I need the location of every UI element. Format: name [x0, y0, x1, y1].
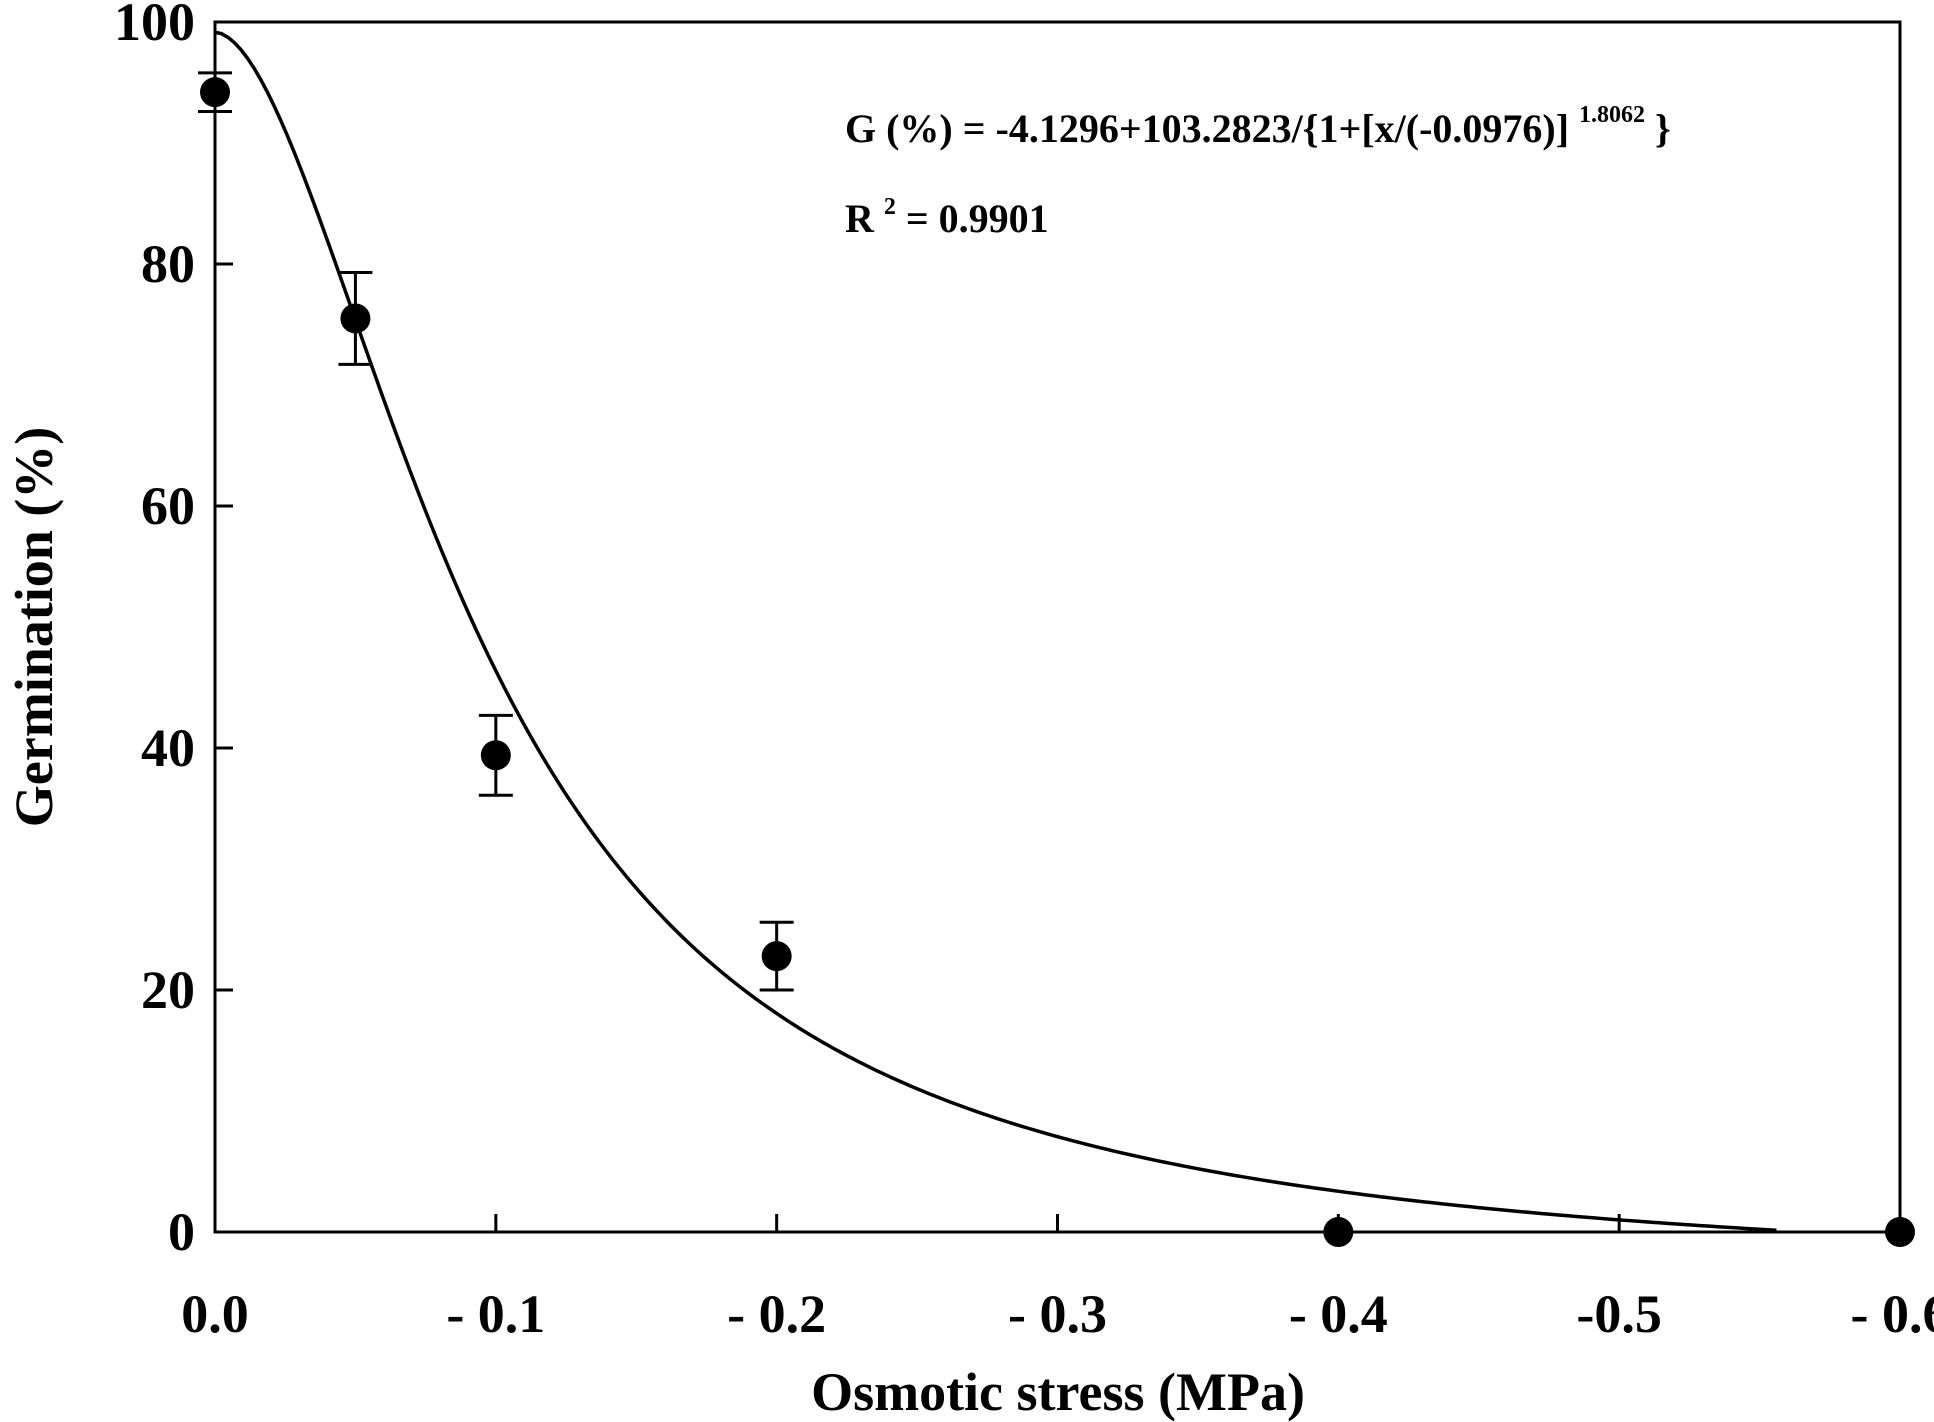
fit-equation-exponent: 1.8062 — [1579, 102, 1645, 128]
fitted-curve — [214, 30, 1777, 1232]
y-tick-label: 20 — [141, 960, 195, 1020]
x-axis-ticks: 0.0 - 0.1 - 0.2 - 0.3 - 0.4 -0.5 - 0.6 — [181, 1214, 1934, 1344]
data-point — [761, 941, 792, 972]
fit-equation-close: } — [1655, 106, 1671, 151]
y-tick-label: 60 — [141, 476, 195, 536]
r-squared: R 2 = 0.9901 — [845, 178, 1049, 241]
data-point — [340, 303, 371, 334]
y-axis-ticks: 0 20 40 60 80 100 — [114, 0, 233, 1262]
x-tick-label: - 0.6 — [1851, 1284, 1934, 1344]
fitted-curve-group — [214, 30, 1777, 1232]
r-squared-value: = 0.9901 — [906, 196, 1049, 241]
error-bars — [198, 71, 794, 992]
y-tick-label: 80 — [141, 234, 195, 294]
r-squared-sup: 2 — [884, 194, 896, 220]
y-tick-label: 100 — [114, 0, 195, 52]
y-tick-label: 0 — [168, 1202, 195, 1262]
plot-frame — [213, 20, 1902, 1234]
x-axis-title: Osmotic stress (MPa) — [811, 1362, 1305, 1422]
data-point — [480, 740, 511, 771]
data-point — [1885, 1217, 1915, 1247]
data-point — [200, 77, 230, 108]
r-squared-prefix: R — [845, 196, 875, 241]
fit-equation: G (%) = -4.1296+103.2823/{1+[x/(-0.0976)… — [845, 86, 1671, 151]
y-axis-title: Germination (%) — [4, 427, 64, 827]
x-tick-label: -0.5 — [1576, 1284, 1661, 1344]
x-tick-label: - 0.3 — [1008, 1284, 1107, 1344]
x-tick-label: 0.0 — [181, 1284, 249, 1344]
data-point — [1323, 1217, 1354, 1247]
x-tick-label: - 0.1 — [446, 1284, 545, 1344]
data-points — [200, 77, 1915, 1247]
y-tick-label: 40 — [141, 718, 195, 778]
x-tick-label: - 0.2 — [727, 1284, 826, 1344]
fit-equation-main: G (%) = -4.1296+103.2823/{1+[x/(-0.0976)… — [845, 106, 1569, 151]
x-tick-label: - 0.4 — [1289, 1284, 1388, 1344]
